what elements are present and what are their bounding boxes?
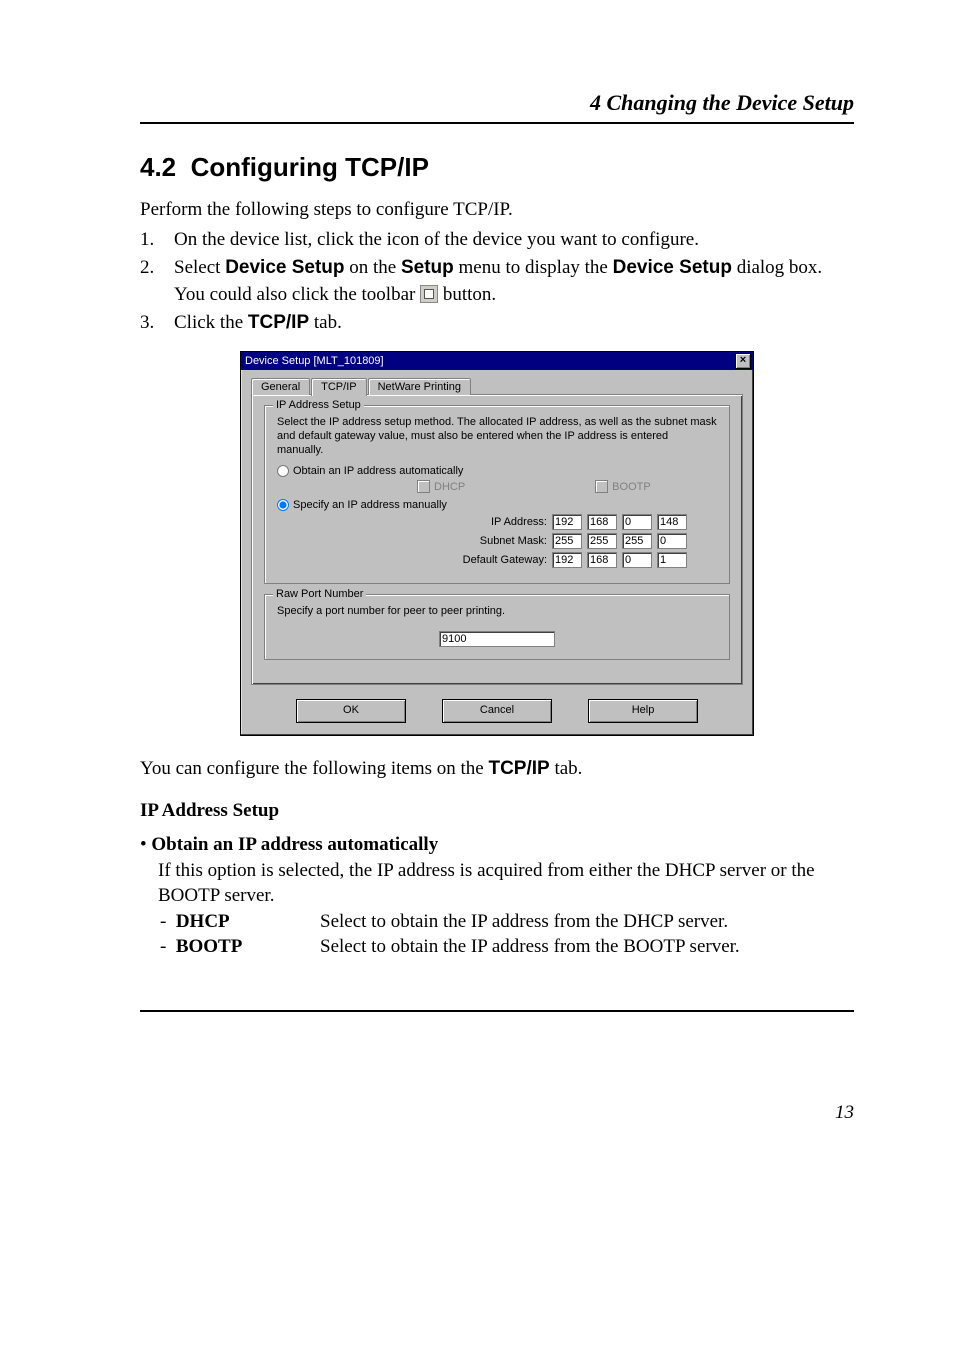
step-3-bold-1: TCP/IP xyxy=(248,312,309,333)
dialog-button-row: OK Cancel Help xyxy=(251,699,743,723)
ip-octet-4[interactable]: 148 xyxy=(657,514,687,530)
gw-octet-3[interactable]: 0 xyxy=(622,552,652,568)
ip-octet-3[interactable]: 0 xyxy=(622,514,652,530)
ip-group-desc: Select the IP address setup method. The … xyxy=(277,416,717,457)
dhcp-checkbox: DHCP xyxy=(417,480,465,493)
bullet-title: Obtain an IP address automatically xyxy=(151,834,438,855)
radio-manual-label: Specify an IP address manually xyxy=(293,499,447,511)
def-bootp-term: BOOTP xyxy=(176,936,243,957)
cancel-button[interactable]: Cancel xyxy=(442,699,552,723)
step-2-text-b: on the xyxy=(345,257,401,278)
def-bootp-text: Select to obtain the IP address from the… xyxy=(320,934,854,960)
post-tab-bold: TCP/IP xyxy=(488,758,549,779)
section-title: 4.2 Configuring TCP/IP xyxy=(140,152,854,183)
raw-port-legend: Raw Port Number xyxy=(273,588,366,600)
intro-text: Perform the following steps to configure… xyxy=(140,197,854,223)
post-line-b: tab. xyxy=(550,758,583,779)
step-2-line2-a: You could also click the toolbar xyxy=(174,284,420,305)
bullet-obtain-auto: • Obtain an IP address automatically xyxy=(140,832,854,858)
tab-tcpip[interactable]: TCP/IP xyxy=(311,378,366,396)
raw-port-group: Raw Port Number Specify a port number fo… xyxy=(264,594,730,660)
def-dhcp: - DHCP Select to obtain the IP address f… xyxy=(160,909,854,935)
default-gateway-label: Default Gateway: xyxy=(427,554,547,566)
radio-auto-row[interactable]: Obtain an IP address automatically xyxy=(277,465,717,477)
step-2-num: 2. xyxy=(140,255,174,308)
tab-netware[interactable]: NetWare Printing xyxy=(368,378,471,395)
step-3-text-b: tab. xyxy=(309,312,342,333)
post-line-a: You can configure the following items on… xyxy=(140,758,488,779)
header-rule xyxy=(140,122,854,124)
subnet-mask-row: Subnet Mask: 255 255 255 0 xyxy=(427,533,717,549)
gw-octet-4[interactable]: 1 xyxy=(657,552,687,568)
dialog-titlebar[interactable]: Device Setup [MLT_101809] × xyxy=(241,352,753,370)
bootp-label: BOOTP xyxy=(612,481,651,493)
step-1: 1. On the device list, click the icon of… xyxy=(140,227,854,254)
step-2-bold-2: Setup xyxy=(401,257,454,278)
ip-octet-2[interactable]: 168 xyxy=(587,514,617,530)
bootp-check-icon xyxy=(595,480,608,493)
mask-octet-4[interactable]: 0 xyxy=(657,533,687,549)
step-2-line2-b: button. xyxy=(438,284,496,305)
tab-panel: IP Address Setup Select the IP address s… xyxy=(251,394,743,685)
bootp-checkbox: BOOTP xyxy=(595,480,651,493)
mask-octet-3[interactable]: 255 xyxy=(622,533,652,549)
raw-port-desc: Specify a port number for peer to peer p… xyxy=(277,605,717,617)
dhcp-check-icon xyxy=(417,480,430,493)
section-title-text: Configuring TCP/IP xyxy=(191,152,429,182)
ip-octet-1[interactable]: 192 xyxy=(552,514,582,530)
step-1-text: On the device list, click the icon of th… xyxy=(174,227,699,254)
step-2-bold-1: Device Setup xyxy=(225,257,344,278)
device-setup-dialog: Device Setup [MLT_101809] × General TCP/… xyxy=(240,351,754,736)
ip-address-label: IP Address: xyxy=(427,516,547,528)
tab-general[interactable]: General xyxy=(251,378,310,395)
gw-octet-1[interactable]: 192 xyxy=(552,552,582,568)
def-bootp: - BOOTP Select to obtain the IP address … xyxy=(160,934,854,960)
raw-port-input[interactable]: 9100 xyxy=(439,631,555,647)
section-number: 4.2 xyxy=(140,152,176,182)
dhcp-label: DHCP xyxy=(434,481,465,493)
help-button[interactable]: Help xyxy=(588,699,698,723)
ip-address-setup-heading: IP Address Setup xyxy=(140,800,854,822)
radio-auto-label: Obtain an IP address automatically xyxy=(293,465,463,477)
step-2-bold-3: Device Setup xyxy=(613,257,732,278)
def-dhcp-term: DHCP xyxy=(176,911,230,932)
ip-address-setup-group: IP Address Setup Select the IP address s… xyxy=(264,405,730,584)
running-header: 4 Changing the Device Setup xyxy=(140,90,854,116)
page-number: 13 xyxy=(140,1102,854,1124)
toolbar-device-setup-icon xyxy=(420,285,438,303)
step-2: 2. Select Device Setup on the Setup menu… xyxy=(140,255,854,308)
radio-manual[interactable] xyxy=(277,499,289,511)
def-dhcp-text: Select to obtain the IP address from the… xyxy=(320,909,854,935)
close-icon[interactable]: × xyxy=(735,353,751,369)
radio-auto[interactable] xyxy=(277,465,289,477)
step-3-text-a: Click the xyxy=(174,312,248,333)
ip-group-legend: IP Address Setup xyxy=(273,399,364,411)
radio-manual-row[interactable]: Specify an IP address manually xyxy=(277,499,717,511)
mask-octet-2[interactable]: 255 xyxy=(587,533,617,549)
ip-address-row: IP Address: 192 168 0 148 xyxy=(427,514,717,530)
step-2-text-c: menu to display the xyxy=(454,257,613,278)
step-1-num: 1. xyxy=(140,227,174,254)
default-gateway-row: Default Gateway: 192 168 0 1 xyxy=(427,552,717,568)
ok-button[interactable]: OK xyxy=(296,699,406,723)
bullet-body: If this option is selected, the IP addre… xyxy=(158,858,854,909)
step-3: 3. Click the TCP/IP tab. xyxy=(140,310,854,337)
tab-strip: General TCP/IP NetWare Printing xyxy=(251,378,743,395)
post-dialog-line: You can configure the following items on… xyxy=(140,756,854,782)
step-2-text-a: Select xyxy=(174,257,225,278)
steps-list: 1. On the device list, click the icon of… xyxy=(140,227,854,337)
dialog-title: Device Setup [MLT_101809] xyxy=(245,355,384,367)
auto-sub-options: DHCP BOOTP xyxy=(417,480,717,493)
step-3-num: 3. xyxy=(140,310,174,337)
mask-octet-1[interactable]: 255 xyxy=(552,533,582,549)
step-2-text-d: dialog box. xyxy=(732,257,822,278)
footer-rule xyxy=(140,1010,854,1012)
subnet-mask-label: Subnet Mask: xyxy=(427,535,547,547)
gw-octet-2[interactable]: 168 xyxy=(587,552,617,568)
